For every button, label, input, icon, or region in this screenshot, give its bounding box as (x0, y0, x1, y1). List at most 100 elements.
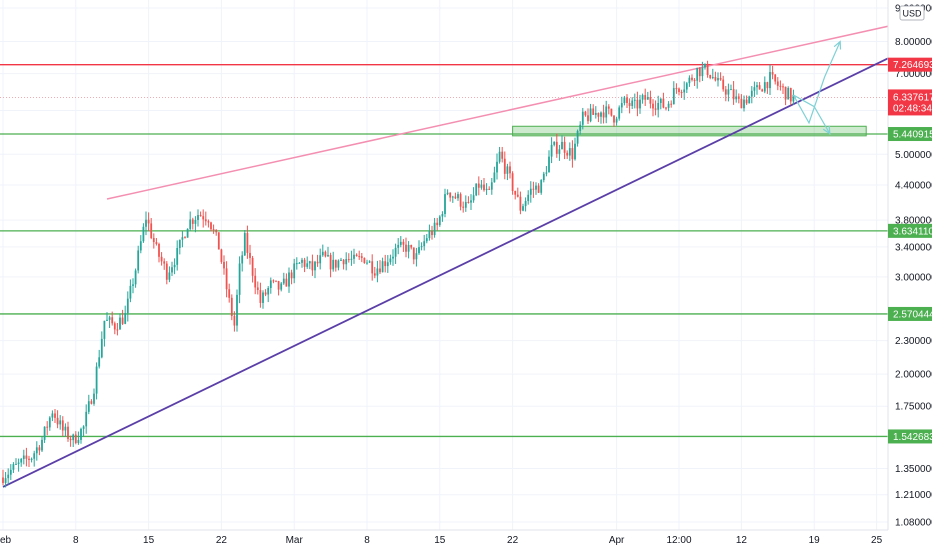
candle-body (243, 233, 246, 256)
projection-arrows (792, 40, 842, 135)
candle-body (230, 297, 233, 316)
candle-body (618, 107, 621, 119)
current-price-tag (888, 89, 932, 116)
candle-body (670, 103, 673, 105)
candle-body (64, 426, 67, 431)
candle-body (438, 216, 441, 226)
candle-body (225, 268, 228, 290)
trendline-support (2, 53, 898, 488)
level-price-tag-label: 3.634110 (893, 226, 932, 237)
candle-body (194, 219, 197, 224)
candle-body (542, 173, 545, 181)
candle-body (267, 288, 270, 295)
candle-body (628, 102, 631, 106)
candle-body (82, 426, 85, 429)
candle-body (358, 256, 361, 258)
candle-body (197, 215, 199, 220)
candle-body (750, 90, 753, 97)
currency-badge[interactable]: USD (899, 5, 925, 21)
candle-body (103, 320, 106, 339)
candle-body (90, 401, 93, 404)
candle-body (532, 188, 535, 190)
candle-body (576, 130, 579, 144)
candle-body (350, 258, 353, 260)
candle-body (303, 259, 306, 267)
candle-body (776, 81, 779, 86)
candle-body (620, 103, 623, 108)
candle-body (735, 96, 738, 100)
price-tick-label: 3.000000 (895, 272, 932, 283)
candle-body (236, 294, 238, 326)
candle-body (425, 238, 428, 242)
candle-body (345, 259, 348, 265)
candle-body (51, 413, 54, 418)
candle-body (433, 222, 436, 236)
candle-body (683, 89, 686, 93)
candle-body (254, 275, 257, 288)
price-tick-label: 2.000000 (895, 370, 932, 381)
candle-body (327, 254, 329, 257)
candle-body (238, 263, 241, 295)
candle-body (420, 246, 423, 248)
candle-body (85, 411, 88, 427)
candle-body (662, 98, 665, 108)
candle-body (615, 118, 618, 123)
candle-body (436, 222, 439, 226)
candle-body (80, 428, 82, 440)
candle-body (665, 107, 667, 109)
price-tick-label: 8.000000 (895, 37, 932, 48)
candle-body (100, 338, 103, 358)
projection-arrowhead (833, 40, 842, 50)
level-price-tag-label: 1.542683 (893, 432, 932, 443)
candle-body (332, 259, 335, 270)
candle-body (397, 244, 400, 248)
candle-body (537, 185, 540, 193)
candle-body (698, 67, 701, 77)
candle-body (579, 124, 582, 131)
candle-body (732, 89, 735, 100)
candle-body (17, 462, 20, 464)
candle-body (212, 229, 215, 231)
candle-body (691, 77, 693, 80)
candle-body (418, 247, 420, 254)
candle-body (389, 258, 392, 263)
candle-body (152, 238, 155, 243)
candle-body (186, 228, 189, 238)
candle-body (490, 182, 493, 190)
candle-body (740, 98, 743, 109)
candle-body (379, 268, 381, 273)
candle-body (688, 77, 691, 84)
candle-body (558, 149, 561, 154)
candle-body (355, 254, 358, 257)
current-price-label: 6.337617 (893, 92, 932, 103)
candle-body (30, 458, 33, 460)
candle-body (774, 74, 777, 82)
candle-body (98, 357, 101, 367)
candle-body (171, 267, 173, 273)
candle-body (77, 439, 80, 444)
price-axis[interactable]: 9.2000008.0000007.0000006.0000005.000000… (887, 0, 932, 530)
candle-body (667, 103, 670, 108)
candle-body (535, 185, 537, 190)
candle-body (371, 261, 374, 274)
level-price-tag (888, 429, 932, 444)
time-tick-label: 22 (507, 535, 519, 546)
candle-body (646, 97, 649, 100)
candle-body (641, 95, 644, 100)
price-tick-label: 1.750000 (895, 402, 932, 413)
candle-body (506, 166, 509, 174)
time-axis[interactable]: eb 8 15 22 Mar 8 15 22 Apr 12:00 12 19 25 (0, 529, 932, 550)
candle-body (568, 148, 571, 156)
candle-body (649, 97, 652, 104)
level-price-tag (888, 223, 932, 238)
candle-body (709, 74, 712, 78)
candle-body (678, 88, 680, 93)
candle-body (207, 221, 210, 223)
candle-body (654, 108, 657, 110)
candle-body (472, 195, 475, 201)
candle-body (241, 255, 244, 264)
level-price-tag-label: 5.440915 (893, 130, 932, 141)
currency-badge-box (899, 5, 925, 21)
candle-body (184, 237, 186, 239)
